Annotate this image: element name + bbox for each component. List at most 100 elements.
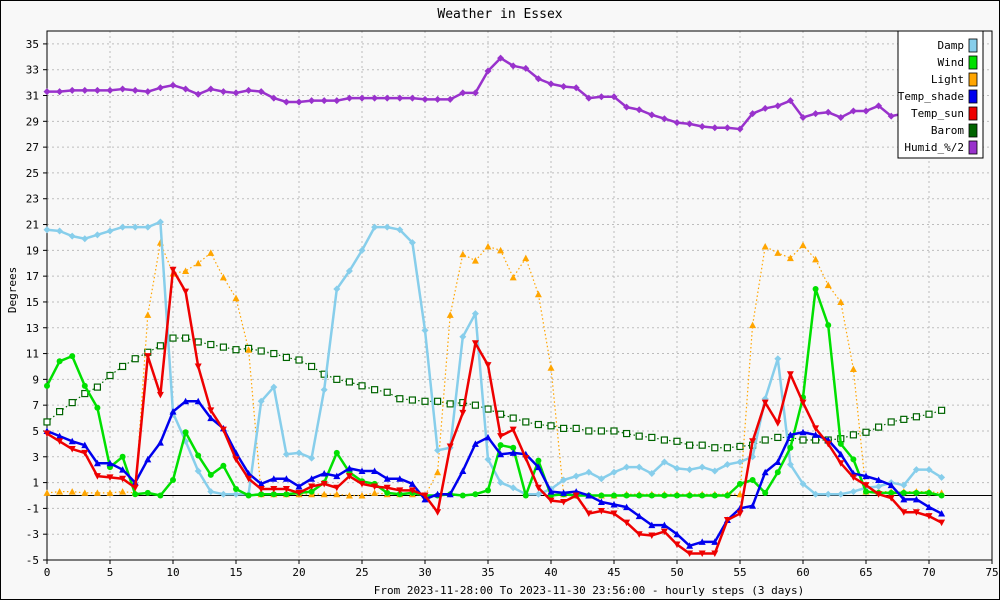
data-point-humid-2 <box>648 111 656 119</box>
data-point-humid-2 <box>849 107 857 115</box>
data-point-humid-2 <box>761 104 769 112</box>
data-point-temp-sun <box>912 509 920 516</box>
data-point-temp-sun <box>446 443 454 450</box>
x-tick-label: 70 <box>922 566 935 579</box>
data-point-damp <box>597 475 605 483</box>
data-point-humid-2 <box>862 107 870 115</box>
data-point-temp-shade <box>396 475 404 482</box>
data-point-barom <box>446 400 454 408</box>
data-point-barom <box>711 444 719 452</box>
data-point-barom <box>421 397 429 405</box>
data-point-temp-sun <box>597 507 605 515</box>
data-point-humid-2 <box>257 88 265 96</box>
data-point-barom <box>610 427 618 435</box>
data-point-temp-sun <box>93 473 101 480</box>
y-tick-label: 33 <box>26 64 39 77</box>
data-point-damp <box>824 490 832 498</box>
data-point-damp <box>81 235 89 243</box>
data-point-barom <box>547 422 555 430</box>
data-point-temp-shade <box>434 490 442 498</box>
data-point-barom <box>723 444 732 452</box>
data-point-temp-shade <box>799 428 807 436</box>
data-point-light <box>93 489 101 496</box>
data-point-humid-2 <box>560 82 568 90</box>
data-point-damp <box>698 463 706 471</box>
data-point-humid-2 <box>156 84 164 92</box>
data-point-temp-sun <box>572 492 580 499</box>
data-point-barom <box>434 397 442 405</box>
data-point-barom <box>522 418 530 426</box>
data-point-wind <box>258 491 265 498</box>
series-humid-2 <box>43 54 908 133</box>
data-point-light <box>245 346 253 353</box>
data-point-damp <box>786 461 794 469</box>
data-point-wind <box>56 358 63 365</box>
data-point-light <box>497 246 505 254</box>
data-point-temp-sun <box>56 438 64 445</box>
data-point-temp-shade <box>686 542 694 549</box>
data-point-humid-2 <box>534 75 542 83</box>
data-point-temp-shade <box>207 414 215 422</box>
data-point-light <box>547 364 555 371</box>
data-point-temp-shade <box>56 432 64 440</box>
x-tick-label: 60 <box>796 566 809 579</box>
data-point-temp-shade <box>912 495 920 503</box>
data-point-humid-2 <box>169 81 177 89</box>
data-point-light <box>749 321 757 329</box>
data-point-damp <box>736 458 744 466</box>
data-point-light <box>333 490 341 498</box>
legend-swatch-damp <box>968 38 978 53</box>
legend-swatch-humid-2 <box>968 140 978 155</box>
data-point-temp-sun <box>887 495 895 502</box>
data-point-humid-2 <box>131 86 139 94</box>
data-point-temp-shade <box>786 431 794 438</box>
data-point-humid-2 <box>698 122 706 130</box>
data-point-temp-sun <box>824 440 832 448</box>
data-point-temp-sun <box>270 486 278 493</box>
data-point-humid-2 <box>106 86 114 94</box>
data-point-temp-shade <box>446 490 454 498</box>
data-point-damp <box>560 476 568 484</box>
data-point-temp-shade <box>194 397 202 405</box>
data-point-barom <box>900 415 908 423</box>
data-point-temp-shade <box>295 482 303 490</box>
data-point-wind <box>270 491 277 498</box>
data-point-damp <box>711 467 719 475</box>
data-point-wind <box>333 449 340 456</box>
data-point-light <box>484 242 492 250</box>
data-point-temp-shade <box>421 495 429 503</box>
data-point-humid-2 <box>446 95 454 103</box>
data-point-barom <box>497 410 505 418</box>
data-point-temp-shade <box>81 441 89 449</box>
data-point-humid-2 <box>875 102 883 110</box>
data-point-humid-2 <box>522 64 530 72</box>
data-point-barom <box>912 413 921 421</box>
data-point-humid-2 <box>308 97 316 105</box>
data-point-wind <box>598 492 605 499</box>
data-point-light <box>320 490 328 498</box>
data-point-barom <box>799 436 807 444</box>
data-point-wind <box>674 492 680 499</box>
data-point-wind <box>888 489 895 496</box>
data-point-damp <box>282 450 290 458</box>
y-tick-label: 21 <box>26 219 39 232</box>
data-point-humid-2 <box>723 124 731 132</box>
data-point-humid-2 <box>497 54 505 62</box>
data-point-temp-shade <box>358 467 366 474</box>
data-point-temp-sun <box>245 475 253 483</box>
y-axis-label: Degrees <box>6 267 19 313</box>
data-point-temp-sun <box>484 362 492 369</box>
data-point-light <box>182 267 190 274</box>
data-point-temp-sun <box>471 340 479 347</box>
data-point-light <box>459 250 467 258</box>
data-point-temp-sun <box>799 399 807 407</box>
data-point-damp <box>660 458 668 466</box>
data-point-barom <box>597 427 606 435</box>
data-point-wind <box>384 489 391 496</box>
chart-title: Weather in Essex <box>437 7 562 22</box>
data-point-barom <box>887 418 895 426</box>
data-point-temp-sun <box>194 363 202 370</box>
data-point-temp-shade <box>106 459 114 467</box>
data-point-barom <box>257 347 265 355</box>
